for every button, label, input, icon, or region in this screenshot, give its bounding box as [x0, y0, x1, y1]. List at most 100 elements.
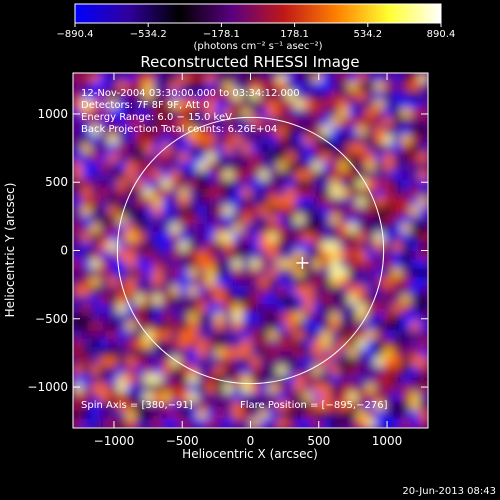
heatmap-cell [365, 365, 376, 376]
heatmap-cell [268, 99, 278, 110]
heatmap-cells [73, 73, 428, 428]
heatmap-cell [90, 250, 101, 260]
heatmap-cell [383, 330, 394, 340]
heatmap-cell [419, 268, 428, 278]
heatmap-cell [179, 152, 189, 163]
heatmap-cell [73, 401, 83, 411]
heatmap-cell [383, 321, 394, 331]
heatmap-cell [357, 268, 367, 278]
heatmap-cell [294, 179, 305, 189]
heatmap-cell [383, 73, 394, 83]
heatmap-cell [197, 215, 207, 225]
heatmap-cell [383, 179, 394, 189]
heatmap-cell [277, 179, 287, 189]
heatmap-cell [188, 286, 198, 296]
heatmap-cell [73, 365, 83, 376]
heatmap-cell [241, 232, 252, 243]
heatmap-cell [312, 277, 323, 287]
heatmap-cell [277, 232, 287, 243]
heatmap-cell [197, 374, 207, 385]
heatmap-cell [330, 277, 340, 287]
heatmap-cell [135, 259, 145, 269]
heatmap-cell [392, 144, 402, 154]
heatmap-cell [303, 90, 314, 101]
annotation-method-counts: Back Projection Total counts: 6.26E+04 [81, 124, 277, 135]
heatmap-cell [126, 126, 136, 136]
heatmap-cell [152, 197, 163, 207]
heatmap-cell [374, 374, 385, 385]
footer-date: 20-Jun-2013 08:43 [402, 486, 496, 497]
heatmap-cell [321, 81, 331, 92]
heatmap-cell [401, 99, 411, 110]
heatmap-cell [108, 321, 118, 331]
heatmap-cell [268, 419, 278, 428]
heatmap-cell [126, 179, 136, 189]
heatmap-cell [108, 73, 118, 83]
heatmap-cell [152, 357, 163, 367]
heatmap-cell [259, 365, 269, 376]
heatmap-cell [144, 135, 154, 145]
heatmap-cell [286, 179, 296, 189]
heatmap-cell [330, 99, 340, 110]
heatmap-cell [170, 108, 181, 118]
heatmap-cell [223, 170, 234, 181]
heatmap-cell [268, 277, 278, 287]
heatmap-cell [277, 365, 287, 376]
colorbar-tick-label: 890.4 [427, 29, 456, 40]
heatmap-cell [81, 108, 92, 118]
heatmap-cell [312, 126, 323, 136]
heatmap-cell [90, 232, 101, 243]
heatmap-cell [294, 410, 305, 420]
heatmap-cell [392, 365, 402, 376]
heatmap-cell [161, 126, 172, 136]
heatmap-cell [144, 99, 154, 110]
heatmap-cell [206, 383, 216, 394]
heatmap-cell [223, 223, 234, 234]
heatmap-cell [410, 312, 420, 323]
heatmap-cell [179, 250, 189, 260]
heatmap-cell [312, 99, 323, 110]
heatmap-cell [126, 383, 136, 394]
heatmap-cell [90, 410, 101, 420]
heatmap-cell [206, 135, 216, 145]
heatmap-cell [401, 303, 411, 314]
heatmap-cell [108, 161, 118, 172]
y-tick-label: 0 [60, 244, 68, 258]
heatmap-cell [383, 286, 394, 296]
heatmap-cell [197, 348, 207, 358]
heatmap-cell [126, 312, 136, 323]
heatmap-cell [108, 197, 118, 207]
heatmap-cell [401, 108, 411, 118]
heatmap-cell [73, 197, 83, 207]
heatmap-cell [410, 348, 420, 358]
heatmap-cell [392, 108, 402, 118]
heatmap-cell [374, 348, 385, 358]
heatmap-cell [90, 277, 101, 287]
heatmap-cell [108, 392, 118, 402]
heatmap-cell [419, 135, 428, 145]
heatmap-cell [108, 144, 118, 154]
heatmap-cell [268, 383, 278, 394]
heatmap-cell [410, 339, 420, 349]
heatmap-cell [215, 312, 225, 323]
heatmap-cell [312, 73, 323, 83]
heatmap-cell [357, 277, 367, 287]
heatmap-cell [357, 135, 367, 145]
heatmap-cell [277, 81, 287, 92]
heatmap-cell [365, 312, 376, 323]
heatmap-cell [206, 330, 216, 340]
x-tick-label: −500 [166, 434, 199, 448]
heatmap-cell [348, 223, 358, 234]
heatmap-cell [99, 250, 110, 260]
heatmap-cell [241, 241, 252, 252]
heatmap-cell [135, 241, 145, 252]
heatmap-cell [383, 419, 394, 428]
heatmap-cell [401, 161, 411, 172]
heatmap-cell [170, 339, 181, 349]
heatmap-cell [321, 241, 331, 252]
heatmap-cell [126, 241, 136, 252]
heatmap-cell [197, 152, 207, 163]
heatmap-cell [241, 277, 252, 287]
heatmap-cell [81, 152, 92, 163]
